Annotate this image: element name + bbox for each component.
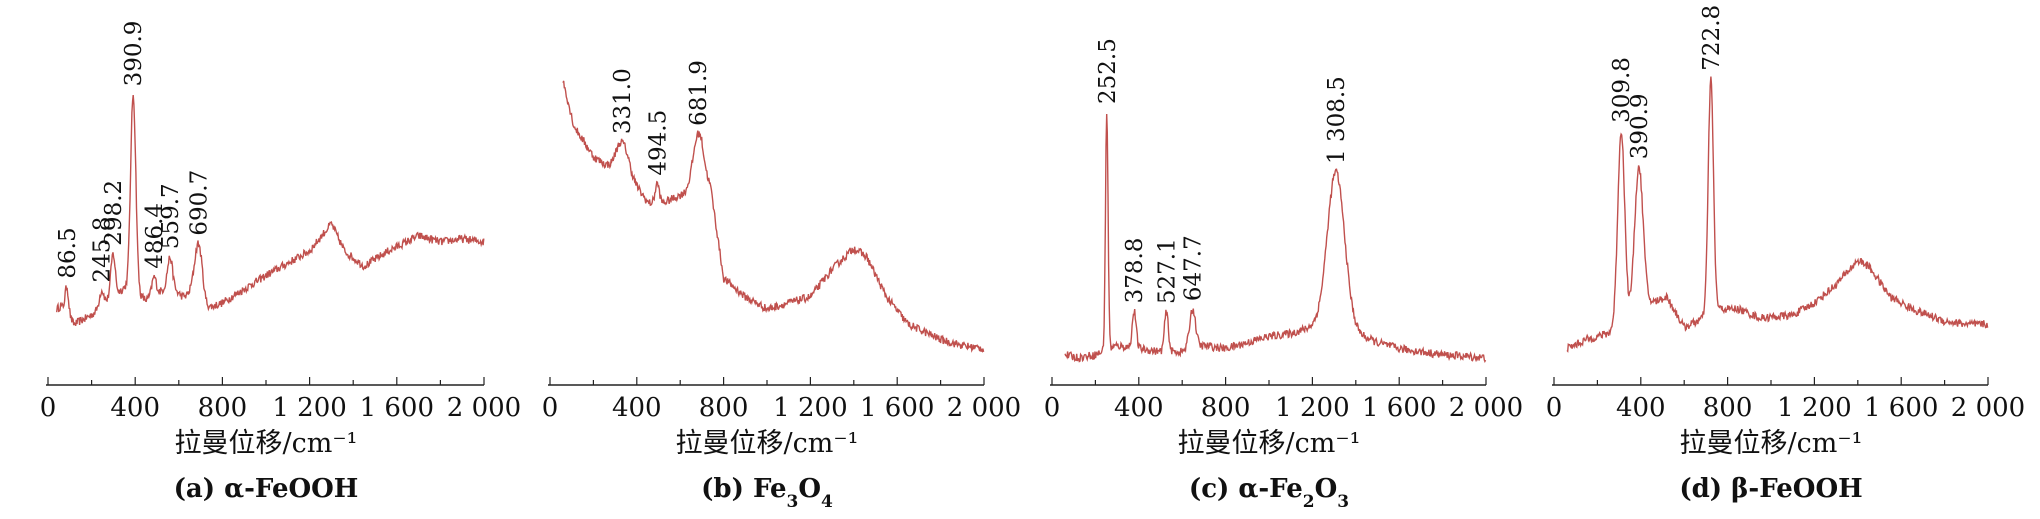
x-tick-label: 0 <box>1044 393 1061 423</box>
panel-b: 331.0 494.5 681.9 0 400 800 1 200 1 600 2 000 拉曼位… <box>542 60 1021 512</box>
peak-label: 1 308.5 <box>1324 76 1350 164</box>
x-tick-label: 2 000 <box>1951 393 2025 423</box>
x-tick-label: 2 000 <box>447 393 521 423</box>
x-tick-label: 1 600 <box>860 393 934 423</box>
peak-label: 252.5 <box>1095 38 1121 104</box>
x-tick-label: 2 000 <box>1449 393 1523 423</box>
x-tick-label: 0 <box>542 393 559 423</box>
peak-label: 309.8 <box>1609 57 1635 123</box>
x-tick-label: 0 <box>1546 393 1563 423</box>
x-tick-label: 400 <box>110 393 160 423</box>
panel-c: 252.5 378.8 527.1 647.7 1 308.5 0 400 800 1 200 1… <box>1044 38 1523 512</box>
x-tick-label: 1 200 <box>1777 393 1851 423</box>
spectrum-line <box>562 80 985 353</box>
x-tick-label: 800 <box>1201 393 1251 423</box>
panel-caption: (c) α-Fe2O3 <box>1189 474 1349 512</box>
peak-label: 559.7 <box>158 183 184 249</box>
x-tick-label: 1 200 <box>1275 393 1349 423</box>
panel-caption: (a) α-FeOOH <box>174 474 359 504</box>
peak-label: 298.2 <box>101 180 127 246</box>
peak-label: 390.9 <box>121 21 147 87</box>
peak-label: 722.8 <box>1699 5 1725 71</box>
x-tick-label: 1 600 <box>360 393 434 423</box>
peak-label: 647.7 <box>1181 235 1207 301</box>
peak-label: 690.7 <box>187 170 213 236</box>
x-tick-label: 2 000 <box>947 393 1021 423</box>
x-tick-label: 400 <box>1114 393 1164 423</box>
x-tick-label: 400 <box>612 393 662 423</box>
peak-label: 245.8 <box>90 217 116 283</box>
peak-label: 378.8 <box>1122 238 1148 304</box>
panel-caption: (b) Fe3O4 <box>701 474 833 512</box>
panel-caption: (d) β-FeOOH <box>1679 474 1862 504</box>
peak-label: 486.4 <box>142 203 168 269</box>
x-tick-label: 1 600 <box>1362 393 1436 423</box>
peak-label: 390.9 <box>1627 93 1653 159</box>
x-tick-label: 1 200 <box>272 393 346 423</box>
x-tick-label: 1 600 <box>1864 393 1938 423</box>
peak-label: 331.0 <box>610 68 636 134</box>
x-axis-title: 拉曼位移/cm⁻¹ <box>1178 428 1361 459</box>
spectrum-line <box>1566 76 1989 353</box>
x-axis-title: 拉曼位移/cm⁻¹ <box>1680 428 1863 459</box>
peak-label: 527.1 <box>1154 238 1180 304</box>
peak-label: 86.5 <box>55 227 81 278</box>
x-axis-title: 拉曼位移/cm⁻¹ <box>175 428 358 459</box>
x-axis-title: 拉曼位移/cm⁻¹ <box>676 428 859 459</box>
x-tick-label: 800 <box>699 393 749 423</box>
x-tick-label: 800 <box>1703 393 1753 423</box>
x-tick-label: 1 200 <box>773 393 847 423</box>
x-tick-label: 400 <box>1616 393 1666 423</box>
spectrum-line <box>1064 113 1487 363</box>
peak-label: 681.9 <box>686 60 712 126</box>
x-tick-label: 800 <box>198 393 248 423</box>
x-tick-label: 0 <box>40 393 57 423</box>
peak-label: 494.5 <box>645 110 671 176</box>
spectrum-line <box>56 95 485 327</box>
